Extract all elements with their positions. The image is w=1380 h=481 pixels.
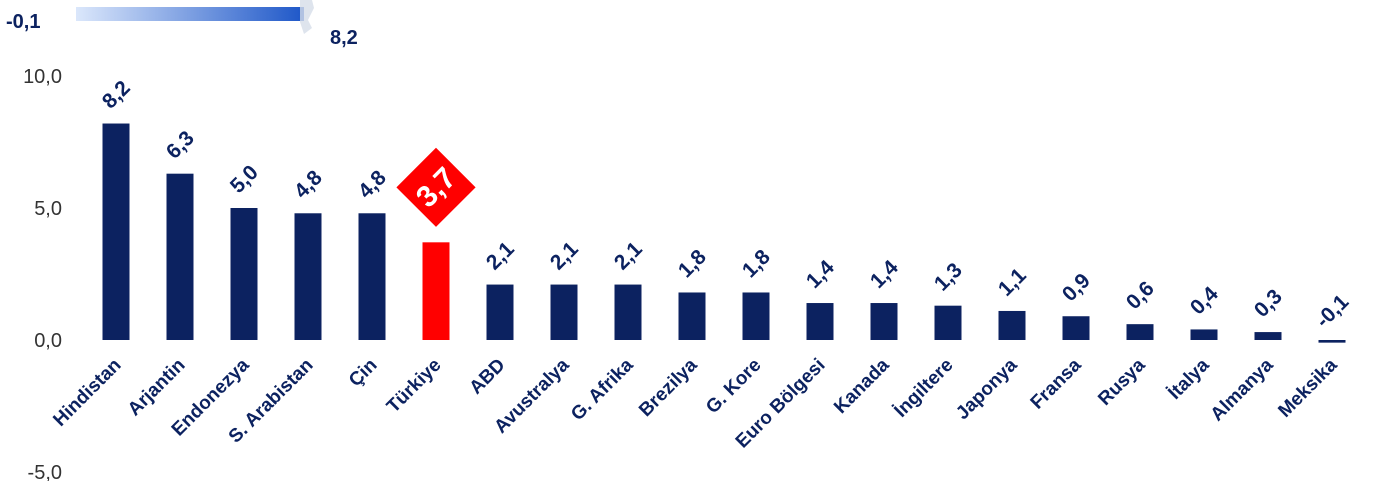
value-label-16: 0,6 [1122,277,1159,314]
value-label-9: 1,8 [674,245,711,282]
bar-16 [1126,324,1154,340]
value-label-14: 1,1 [994,264,1031,301]
value-label-10: 1,8 [738,245,775,282]
category-label-1: Arjantin [124,355,190,421]
category-label-10: G. Kore [702,355,765,418]
category-label-6: ABD [466,355,510,399]
value-label-18: 0,3 [1250,285,1287,322]
value-label-19: -0,1 [1311,290,1353,332]
bar-15 [1062,316,1090,340]
value-label-1: 6,3 [162,127,199,164]
y-tick-label: 0,0 [34,330,62,352]
value-label-6: 2,1 [482,237,519,274]
bar-0 [102,123,130,341]
y-tick-label: 5,0 [34,198,62,220]
bar-14 [998,310,1026,340]
bar-2 [230,208,258,340]
bar-12 [870,303,898,340]
bar-17 [1190,329,1218,340]
category-label-18: Almanya [1207,354,1278,425]
category-label-9: Brezilya [635,354,702,421]
y-tick-label: -5,0 [28,462,62,481]
bar-19 [1318,340,1346,343]
legend-min-label: -0,1 [6,11,40,33]
category-label-4: Çin [345,355,381,391]
value-label-2: 5,0 [226,161,263,198]
bar-5 [422,242,450,340]
category-label-14: Japonya [952,354,1022,424]
bar-7 [550,284,578,340]
value-label-0: 8,2 [98,76,135,113]
category-label-17: İtalya [1164,354,1214,404]
color-scale-legend: -0,1 8,2 [6,0,358,49]
value-label-13: 1,3 [930,259,967,296]
bar-8 [614,284,642,340]
bar-13 [934,305,962,340]
y-tick-label: 10,0 [23,66,62,88]
category-label-8: G. Afrika [567,354,638,425]
bar-9 [678,292,706,340]
value-label-17: 0,4 [1186,282,1223,319]
value-label-7: 2,1 [546,237,583,274]
value-label-11: 1,4 [802,256,839,293]
bar-4 [358,213,386,340]
value-label-3: 4,8 [290,166,327,203]
legend-end-marker [300,0,314,34]
bar-11 [806,303,834,340]
y-axis: 10,0 5,0 0,0 -5,0 [23,66,62,481]
category-label-15: Fransa [1027,354,1086,413]
category-label-5: Türkiye [383,355,446,418]
category-label-16: Rusya [1094,354,1149,409]
bar-18 [1254,332,1282,340]
value-label-12: 1,4 [866,256,903,293]
value-label-8: 2,1 [610,237,647,274]
bar-1 [166,173,194,340]
category-label-13: İngiltere [890,355,957,422]
bar-10 [742,292,770,340]
legend-max-label: 8,2 [330,27,358,49]
highlight-label-box [396,147,476,227]
value-labels: 8,26,35,0 4,8 4,8 3,72,1 2,1 2,1 1,8 1,8 1,4 1,4 1… [98,76,1354,332]
category-label-0: Hindistan [49,355,125,431]
category-label-19: Meksika [1274,354,1341,421]
value-label-15: 0,9 [1058,269,1095,306]
value-label-4: 4,8 [354,166,391,203]
category-label-12: Kanada [830,354,894,418]
legend-gradient-bar [76,7,304,21]
bars [102,123,1346,343]
bar-3 [294,213,322,340]
bar-6 [486,284,514,340]
